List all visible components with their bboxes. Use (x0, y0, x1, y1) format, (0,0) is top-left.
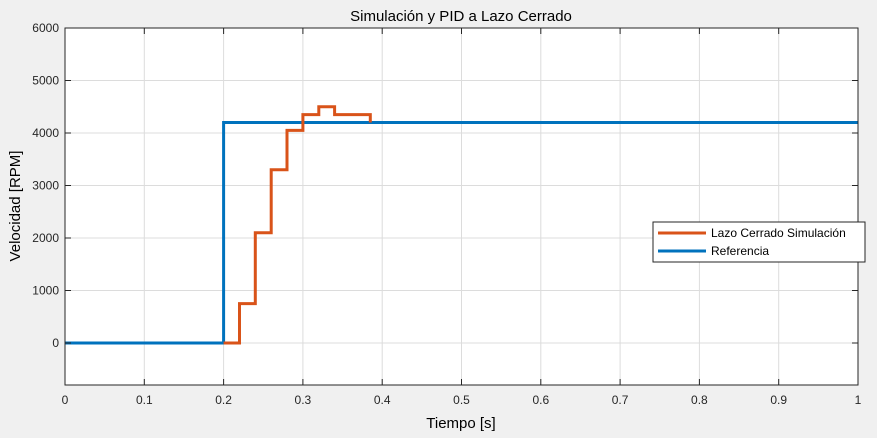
x-tick-label: 0.8 (691, 393, 708, 407)
x-tick-label: 0.4 (374, 393, 391, 407)
x-tick-label: 0.9 (770, 393, 787, 407)
x-tick-label: 0.6 (532, 393, 549, 407)
series-line-referencia (65, 121, 858, 345)
x-tick-label: 0.7 (612, 393, 629, 407)
x-axis-label: Tiempo [s] (426, 415, 495, 432)
y-axis-label: Velocidad [RPM] (7, 151, 24, 262)
y-tick-label: 5000 (32, 74, 59, 88)
legend-box (652, 221, 866, 263)
series-layer (65, 105, 858, 345)
x-tick-label: 0.5 (453, 393, 470, 407)
series-line-lazo-cerrado (223, 105, 372, 345)
y-tick-label: 6000 (32, 21, 59, 35)
chart-title: Simulación y PID a Lazo Cerrado (350, 8, 572, 25)
y-tick-label: 0 (52, 336, 59, 350)
x-tick-label: 1 (855, 393, 862, 407)
x-tick-label: 0 (62, 393, 69, 407)
y-tick-label: 2000 (32, 231, 59, 245)
legend: Lazo Cerrado Simulación Referencia (652, 221, 866, 263)
y-tick-label: 1000 (32, 284, 59, 298)
legend-label-referencia: Referencia (711, 244, 769, 258)
y-tick-label: 3000 (32, 179, 59, 193)
axis-ticks: 0 0.1 0.2 0.3 0.4 0.5 0.6 0.7 0.8 0.9 1 0 1000 2000 30… (32, 21, 861, 407)
x-tick-label: 0.2 (215, 393, 232, 407)
legend-label-lazo-cerrado: Lazo Cerrado Simulación (711, 226, 846, 240)
y-tick-label: 4000 (32, 126, 59, 140)
x-tick-label: 0.3 (295, 393, 312, 407)
x-tick-label: 0.1 (136, 393, 153, 407)
